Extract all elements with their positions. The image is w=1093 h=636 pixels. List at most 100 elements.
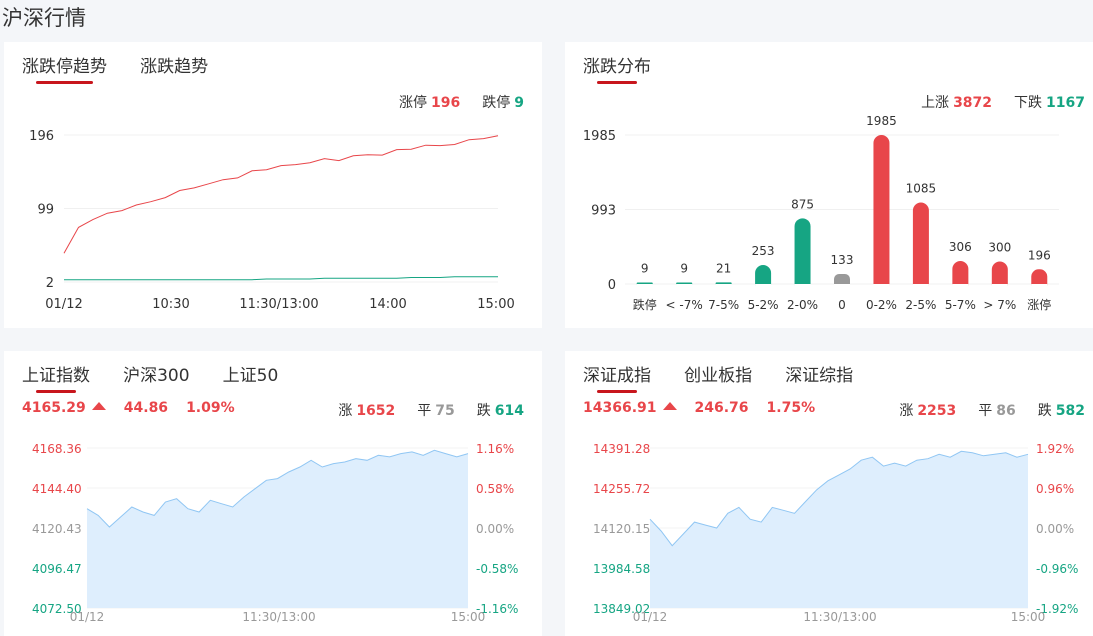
tab-csi300[interactable]: 沪深300 <box>123 366 190 386</box>
x-tick-label: 14:00 <box>369 297 406 312</box>
y-left-tick-label: 14255.72 <box>593 482 650 496</box>
sh-up-count: 1652 <box>356 403 396 419</box>
limit-trend-panel: 涨跌停趋势 涨跌趋势 涨停 196 跌停 9 196 99 2 01/12 10:30 11:3… <box>4 42 542 328</box>
bar-value-label: 21 <box>716 261 731 275</box>
tab-chinext[interactable]: 创业板指 <box>684 366 753 386</box>
series-line-down <box>64 276 498 281</box>
limit-down-label: 跌停 <box>482 95 511 111</box>
dist-tabs: 涨跌分布 <box>583 52 679 84</box>
bar-value-label: 1985 <box>866 114 897 128</box>
x-tick-label: 11:30/13:00 <box>242 610 315 624</box>
bar-value-label: 300 <box>988 240 1011 254</box>
sz-tabs: 深证成指 创业板指 深证综指 <box>583 361 881 393</box>
distribution-panel: 涨跌分布 上涨 3872 下跌 1167 1985 993 0 9 跌停 9 < -7% 21 7-5… <box>565 42 1093 328</box>
sz-down-count: 582 <box>1055 403 1085 419</box>
bar-base-mask <box>794 284 811 293</box>
index-line <box>649 450 1029 547</box>
bar-base-mask <box>755 284 772 293</box>
sh-down-count: 614 <box>494 403 524 419</box>
x-category-label: 0-2% <box>866 298 897 312</box>
sz-quote: 14366.91 246.76 1.75% <box>583 400 833 416</box>
limit-down-count: 9 <box>514 95 524 111</box>
y-right-tick-label: 1.92% <box>1036 442 1074 456</box>
area-fill <box>87 450 468 608</box>
sz-change: 246.76 <box>694 400 749 416</box>
x-tick-label: 10:30 <box>152 297 189 312</box>
tab-sz-composite[interactable]: 深证综指 <box>785 366 854 386</box>
x-category-label: > 7% <box>983 298 1016 312</box>
distribution-chart: 1985 993 0 9 跌停 9 < -7% 21 7-5% 253 5-2% 875 2-0% 133… <box>583 114 1059 312</box>
x-category-label: 涨停 <box>1027 297 1051 312</box>
y-tick-label: 2 <box>46 276 54 291</box>
page-title: 沪深行情 <box>2 6 86 30</box>
dist-stats: 上涨 3872 下跌 1167 <box>917 92 1085 112</box>
bar-base-mask <box>912 284 929 293</box>
sz-down-label: 跌 <box>1037 403 1052 419</box>
tab-rise-fall-trend[interactable]: 涨跌趋势 <box>140 57 209 77</box>
sh-up-label: 涨 <box>338 403 353 419</box>
tab-distribution[interactable]: 涨跌分布 <box>583 52 651 84</box>
sz-flat-label: 平 <box>978 403 993 419</box>
y-right-tick-label: -0.96% <box>1036 562 1078 576</box>
y-right-tick-label: 0.96% <box>1036 482 1074 496</box>
x-tick-label: 01/12 <box>70 610 105 624</box>
limit-trend-chart: 196 99 2 01/12 10:30 11:30/13:00 14:00 15:00 <box>29 129 515 312</box>
x-category-label: < -7% <box>666 298 703 312</box>
sh-tabs: 上证指数 沪深300 上证50 <box>22 361 306 393</box>
bar-base-mask <box>1031 284 1048 293</box>
y-right-tick-label: 1.16% <box>476 442 514 456</box>
sh-down-label: 跌 <box>476 403 491 419</box>
sz-breadth: 涨 2253 平 86 跌 582 <box>895 400 1085 420</box>
x-tick-label: 15:00 <box>477 297 514 312</box>
sz-up-label: 涨 <box>899 403 914 419</box>
dist-up-label: 上涨 <box>921 95 950 111</box>
y-tick-label: 993 <box>591 204 616 219</box>
y-tick-label: 99 <box>37 203 54 218</box>
limit-stats: 涨停 196 跌停 9 <box>395 92 524 112</box>
x-category-label: 0 <box>838 298 846 312</box>
sh-breadth: 涨 1652 平 75 跌 614 <box>334 400 524 420</box>
bar-base-mask <box>715 284 732 286</box>
y-left-tick-label: 13849.02 <box>593 602 650 616</box>
sz-price: 14366.91 <box>583 400 657 416</box>
dist-down-label: 下跌 <box>1014 95 1043 111</box>
tab-limit-trend[interactable]: 涨跌停趋势 <box>22 52 107 84</box>
x-tick-label: 01/12 <box>45 297 82 312</box>
tab-sse50[interactable]: 上证50 <box>222 366 279 386</box>
sh-index-chart: 4168.36 1.16% 4144.40 0.58% 4120.43 0.00% 4096… <box>32 442 518 624</box>
y-right-tick-label: 0.58% <box>476 482 514 496</box>
sz-up-count: 2253 <box>917 403 957 419</box>
y-left-tick-label: 4168.36 <box>32 442 82 456</box>
up-arrow-icon <box>91 402 106 410</box>
tab-sz-component[interactable]: 深证成指 <box>583 361 651 393</box>
sh-quote: 4165.29 44.86 1.09% <box>22 400 253 416</box>
index-line <box>86 449 469 528</box>
bar-value-label: 306 <box>949 240 972 254</box>
y-right-tick-label: 0.00% <box>1036 522 1074 536</box>
bar-value-label: 1085 <box>906 182 937 196</box>
x-tick-label: 01/12 <box>633 610 668 624</box>
bar-value-label: 9 <box>641 262 649 276</box>
bar-value-label: 875 <box>791 197 814 211</box>
bar-base-mask <box>873 284 890 293</box>
up-arrow-icon <box>662 402 677 410</box>
tab-sh-composite[interactable]: 上证指数 <box>22 361 90 393</box>
y-left-tick-label: 4072.50 <box>32 602 82 616</box>
limit-up-count: 196 <box>431 95 461 111</box>
x-category-label: 2-5% <box>905 298 936 312</box>
sh-pct: 1.09% <box>186 400 235 416</box>
x-category-label: 5-2% <box>748 298 779 312</box>
x-category-label: 2-0% <box>787 298 818 312</box>
x-tick-label: 11:30/13:00 <box>803 610 876 624</box>
y-tick-label: 1985 <box>583 129 616 144</box>
y-left-tick-label: 13984.58 <box>593 562 650 576</box>
sz-flat-count: 86 <box>996 403 1016 419</box>
y-right-tick-label: -0.58% <box>476 562 518 576</box>
dist-up-count: 3872 <box>953 95 993 111</box>
y-right-tick-label: -1.92% <box>1036 602 1078 616</box>
sz-pct: 1.75% <box>766 400 816 416</box>
sh-flat-count: 75 <box>435 403 455 419</box>
bar-base-mask <box>952 284 969 293</box>
area-fill <box>650 451 1028 608</box>
x-tick-label: 15:00 <box>1011 610 1046 624</box>
